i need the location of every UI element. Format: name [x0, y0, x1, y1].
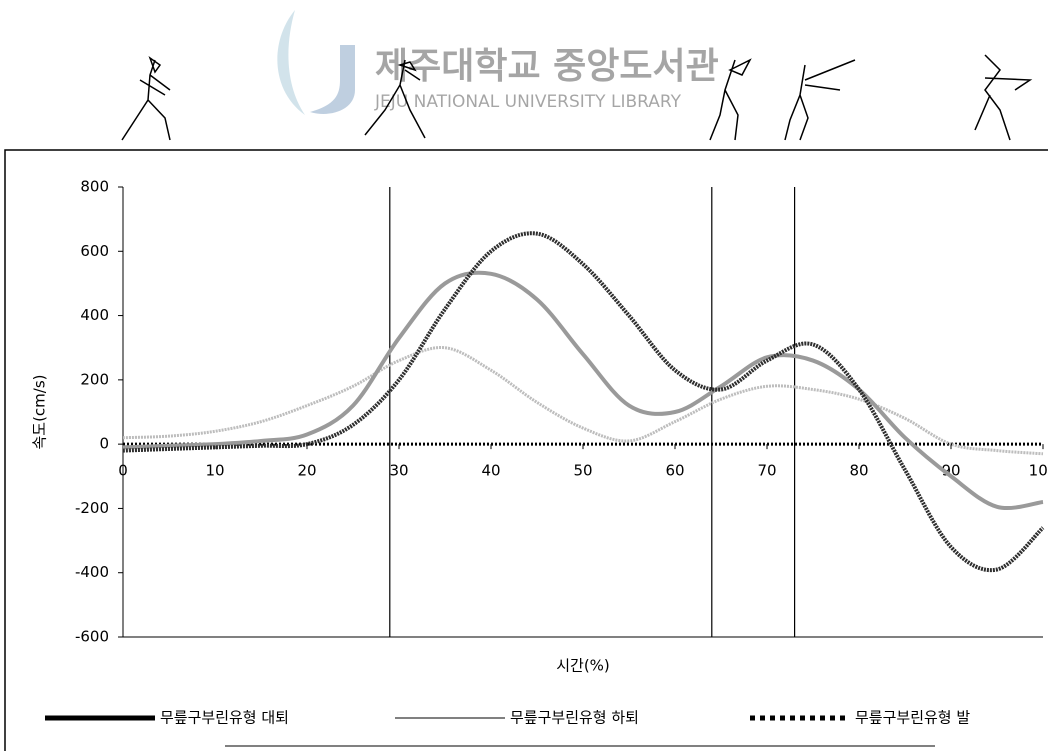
legend-label: 무릎구부린유형 하퇴	[510, 709, 639, 727]
x-tick-label: 30	[389, 462, 408, 480]
legend-label: 무릎구부린유형 대퇴	[160, 709, 289, 727]
x-tick-label: 60	[665, 462, 684, 480]
watermark-logo	[310, 45, 355, 114]
y-tick-label: -200	[75, 499, 109, 517]
x-axis-label: 시간(%)	[556, 657, 610, 675]
x-tick-label: 10	[205, 462, 224, 480]
x-tick-label: 0	[118, 462, 128, 480]
x-tick-label: 20	[297, 462, 316, 480]
y-tick-label: 0	[99, 435, 109, 453]
series-line	[123, 233, 1043, 570]
watermark-title: 제주대학교 중앙도서관	[375, 46, 719, 87]
legend-label: 무릎구부린유형 발	[855, 709, 970, 727]
x-tick-label: 70	[757, 462, 776, 480]
watermark-subtitle: JEJU NATIONAL UNIVERSITY LIBRARY	[374, 92, 682, 112]
x-tick-label: 100	[1029, 462, 1048, 480]
watermark: 제주대학교 중앙도서관 JEJU NATIONAL UNIVERSITY LIB…	[277, 10, 718, 115]
y-axis-label: 속도(cm/s)	[31, 374, 49, 449]
y-tick-label: 800	[80, 178, 109, 196]
y-tick-label: 200	[80, 370, 109, 388]
x-tick-label: 80	[849, 462, 868, 480]
chart: 제주대학교 중앙도서관 JEJU NATIONAL UNIVERSITY LIB…	[0, 0, 1048, 751]
x-tick-label: 40	[481, 462, 500, 480]
watermark-logo	[277, 10, 305, 115]
y-tick-label: 600	[80, 242, 109, 260]
x-tick-label: 50	[573, 462, 592, 480]
y-tick-label: -400	[75, 563, 109, 581]
frame	[5, 150, 1048, 751]
y-tick-label: 400	[80, 306, 109, 324]
y-tick-label: -600	[75, 628, 109, 646]
